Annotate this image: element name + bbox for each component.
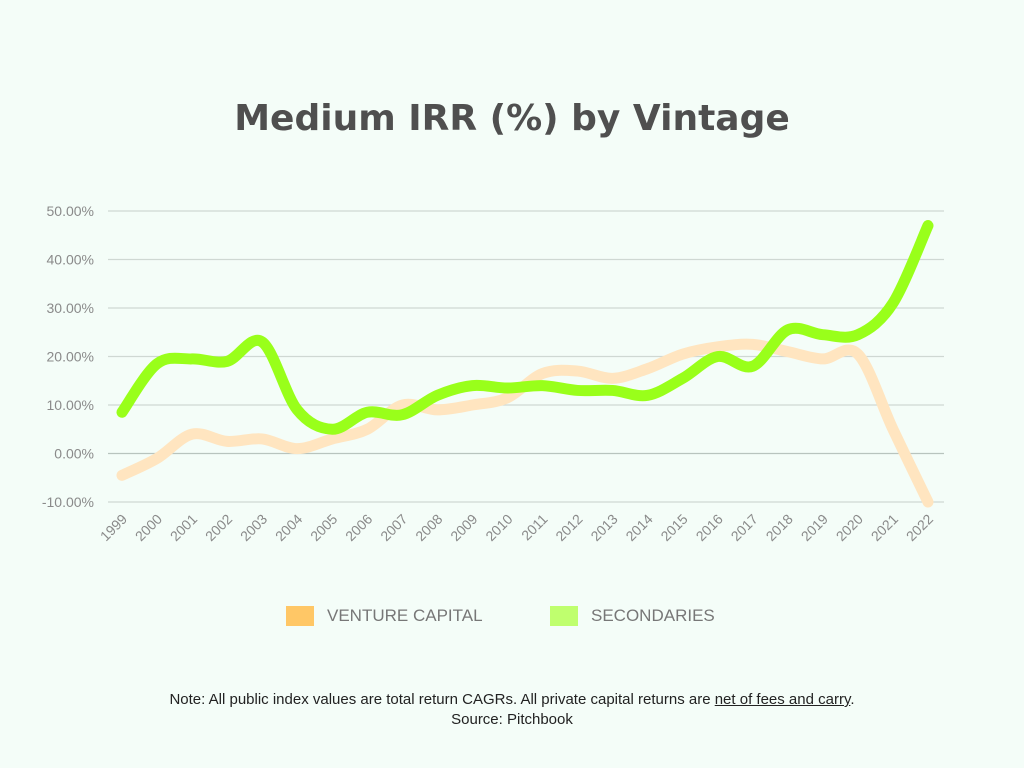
x-tick-label: 1999 bbox=[97, 511, 130, 544]
x-tick-label: 2005 bbox=[307, 511, 340, 544]
x-tick-label: 2017 bbox=[728, 511, 761, 544]
x-tick-label: 2010 bbox=[482, 511, 515, 544]
y-tick-label: -10.00% bbox=[42, 494, 94, 510]
x-tick-label: 2001 bbox=[167, 511, 200, 544]
x-tick-label: 2004 bbox=[272, 511, 305, 544]
x-tick-label: 2003 bbox=[237, 511, 270, 544]
x-tick-label: 2008 bbox=[412, 511, 445, 544]
line-chart: -10.00% 0.00% 10.00% 20.00% 30.00% 40.00% 50.0… bbox=[42, 203, 944, 544]
x-tick-label: 2015 bbox=[657, 511, 690, 544]
x-tick-label: 2014 bbox=[622, 511, 655, 544]
chart-title: Medium IRR (%) by Vintage bbox=[234, 98, 790, 139]
x-tick-label: 2019 bbox=[798, 511, 831, 544]
x-tick-label: 2002 bbox=[202, 511, 235, 544]
legend-label: VENTURE CAPITAL bbox=[327, 606, 483, 625]
note-text: Note: All public index values are total … bbox=[169, 691, 715, 708]
x-tick-label: 2013 bbox=[587, 511, 620, 544]
legend-item-venture-capital: VENTURE CAPITAL bbox=[286, 606, 483, 626]
x-tick-label: 2020 bbox=[833, 511, 866, 544]
note-link[interactable]: net of fees and carry bbox=[714, 691, 851, 708]
x-tick-label: 2011 bbox=[518, 511, 551, 544]
y-tick-label: 30.00% bbox=[47, 300, 94, 316]
series-line-venture-capital bbox=[116, 338, 934, 508]
y-tick-label: 50.00% bbox=[47, 203, 94, 219]
x-tick-label: 2007 bbox=[377, 511, 410, 544]
legend-swatch-venture-capital bbox=[286, 606, 314, 626]
source-text: Source: Pitchbook bbox=[451, 711, 573, 728]
y-tick-label: 0.00% bbox=[54, 446, 94, 462]
footnote: Note: All public index values are total … bbox=[0, 690, 1024, 730]
x-tick-label: 2006 bbox=[342, 511, 375, 544]
y-tick-label: 20.00% bbox=[47, 349, 94, 365]
y-tick-label: 10.00% bbox=[47, 397, 94, 413]
x-tick-label: 2009 bbox=[447, 511, 480, 544]
legend-swatch-secondaries bbox=[550, 606, 578, 626]
x-tick-label: 2000 bbox=[132, 511, 165, 544]
note-end: . bbox=[850, 691, 855, 708]
legend-label: SECONDARIES bbox=[591, 606, 715, 625]
legend-item-secondaries: SECONDARIES bbox=[550, 606, 715, 626]
y-tick-label: 40.00% bbox=[47, 252, 94, 268]
x-tick-label: 2021 bbox=[868, 511, 901, 544]
x-tick-label: 2018 bbox=[763, 511, 796, 544]
x-tick-label: 2016 bbox=[693, 511, 726, 544]
x-tick-label: 2012 bbox=[552, 511, 585, 544]
series-line-secondaries bbox=[116, 220, 934, 435]
x-tick-label: 2022 bbox=[903, 511, 936, 544]
